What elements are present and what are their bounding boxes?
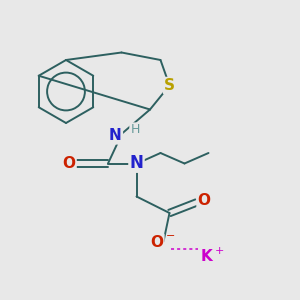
- Text: S: S: [164, 78, 175, 93]
- Text: O: O: [150, 235, 164, 250]
- Text: O: O: [62, 156, 76, 171]
- Text: O: O: [197, 193, 211, 208]
- Text: +: +: [214, 246, 224, 256]
- Text: N: N: [130, 154, 143, 172]
- Text: −: −: [166, 231, 176, 241]
- Text: N: N: [109, 128, 122, 143]
- Text: K: K: [201, 249, 213, 264]
- Text: H: H: [130, 123, 140, 136]
